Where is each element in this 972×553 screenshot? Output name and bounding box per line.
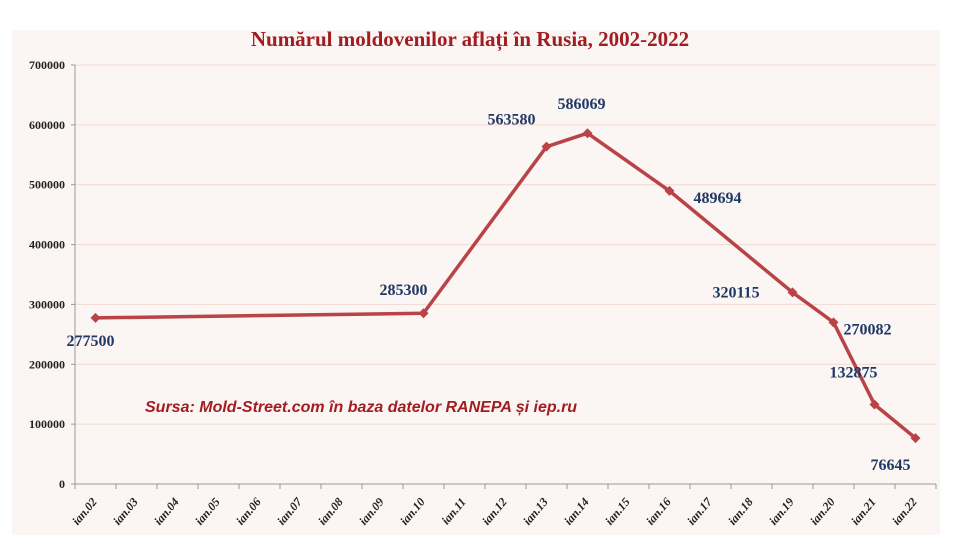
y-tick-label: 300000 xyxy=(29,297,65,311)
data-point xyxy=(787,287,798,298)
data-label: 586069 xyxy=(558,96,606,113)
x-tick-label: ian.15 xyxy=(602,495,633,528)
data-label: 277500 xyxy=(67,333,115,350)
x-tick-label: ian.19 xyxy=(766,495,797,528)
data-point xyxy=(910,433,921,444)
source-annotation: Sursa: Mold-Street.com în baza datelor R… xyxy=(145,399,577,416)
data-point xyxy=(541,141,552,152)
x-tick-label: ian.11 xyxy=(439,495,469,527)
x-tick-label: ian.06 xyxy=(233,495,264,528)
data-label: 320115 xyxy=(713,284,760,301)
x-tick-label: ian.13 xyxy=(520,495,551,528)
chart-panel xyxy=(12,30,940,535)
data-point xyxy=(664,185,675,196)
series-line xyxy=(95,131,917,440)
y-tick-label: 700000 xyxy=(29,58,65,72)
chart-title: Numărul moldovenilor aflați în Rusia, 20… xyxy=(251,27,689,52)
data-label: 270082 xyxy=(844,321,892,338)
x-tick-label: ian.12 xyxy=(479,495,510,528)
y-tick-label: 500000 xyxy=(29,178,65,192)
x-tick-label: ian.04 xyxy=(151,495,182,528)
x-tick-label: ian.07 xyxy=(274,494,305,528)
x-tick-label: ian.22 xyxy=(889,495,920,528)
x-tick-label: ian.21 xyxy=(848,495,879,528)
y-tick-label: 0 xyxy=(59,477,65,491)
x-tick-label: ian.10 xyxy=(397,495,428,528)
x-tick-label: ian.18 xyxy=(725,495,756,528)
x-tick-label: ian.05 xyxy=(192,495,223,528)
data-label: 563580 xyxy=(488,112,536,129)
x-tick-label: ian.09 xyxy=(356,495,387,528)
y-tick-label: 100000 xyxy=(29,417,65,431)
x-tick-label: ian.17 xyxy=(684,494,715,528)
x-tick-label: ian.14 xyxy=(561,495,592,528)
x-tick-label: ian.03 xyxy=(110,495,141,528)
data-point xyxy=(90,312,101,323)
data-point xyxy=(418,308,429,319)
y-tick-label: 600000 xyxy=(29,118,65,132)
data-label: 76645 xyxy=(871,457,911,474)
x-tick-label: ian.20 xyxy=(807,495,838,528)
data-point xyxy=(582,128,593,139)
data-label: 489694 xyxy=(694,190,742,207)
x-tick-label: ian.08 xyxy=(315,495,346,528)
data-label: 285300 xyxy=(380,282,428,299)
y-tick-label: 200000 xyxy=(29,357,65,371)
x-tick-label: ian.02 xyxy=(69,495,100,528)
data-point xyxy=(869,399,880,410)
data-label: 132875 xyxy=(830,364,878,381)
data-point xyxy=(828,317,839,328)
x-tick-label: ian.16 xyxy=(643,495,674,528)
y-tick-label: 400000 xyxy=(29,238,65,252)
